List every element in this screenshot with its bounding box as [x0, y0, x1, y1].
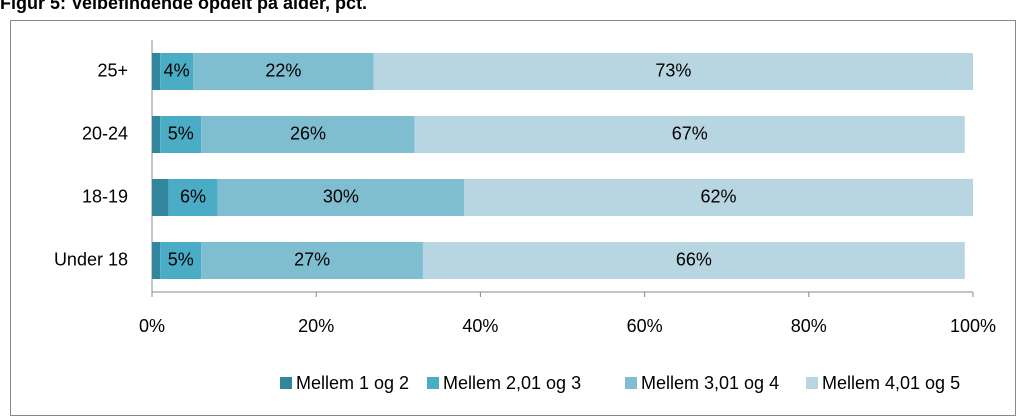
bar-segment: [152, 53, 161, 90]
data-label: 73%: [655, 60, 691, 80]
data-label: 30%: [323, 186, 359, 206]
data-label: 62%: [700, 186, 736, 206]
data-label: 27%: [294, 249, 330, 269]
legend-label: Mellem 2,01 og 3: [443, 373, 581, 393]
bar-segment: [152, 242, 161, 279]
y-tick-label: 18-19: [82, 186, 128, 206]
bar-segment: [160, 242, 202, 279]
bar-segment: [422, 242, 965, 279]
legend-label: Mellem 1 og 2: [296, 373, 409, 393]
data-label: 66%: [676, 249, 712, 269]
y-tick-label: Under 18: [54, 249, 128, 269]
bar-segment: [373, 53, 973, 90]
bar-segment: [168, 179, 218, 216]
bar-segment: [160, 53, 194, 90]
legend-swatch: [625, 377, 637, 389]
bar-segment: [193, 53, 374, 90]
legend-swatch: [806, 377, 818, 389]
data-label: 5%: [168, 123, 194, 143]
legend-swatch: [280, 377, 292, 389]
x-tick-label: 60%: [627, 316, 663, 336]
legend-label: Mellem 3,01 og 4: [641, 373, 779, 393]
bar-segment: [463, 179, 973, 216]
x-tick-label: 100%: [950, 316, 996, 336]
bar-segment: [152, 116, 161, 153]
bar-segment: [217, 179, 464, 216]
data-label: 4%: [164, 60, 190, 80]
legend-label: Mellem 4,01 og 5: [822, 373, 960, 393]
legend-swatch: [427, 377, 439, 389]
bar-segment: [201, 116, 415, 153]
x-tick-label: 0%: [139, 316, 165, 336]
y-tick-label: 25+: [97, 60, 128, 80]
chart-title: Figur 5: Velbefindende opdelt på alder, …: [0, 0, 367, 13]
bar-segment: [414, 116, 965, 153]
data-label: 5%: [168, 249, 194, 269]
bar-segment: [201, 242, 423, 279]
data-label: 26%: [290, 123, 326, 143]
data-label: 22%: [265, 60, 301, 80]
data-label: 6%: [180, 186, 206, 206]
y-tick-label: 20-24: [82, 123, 128, 143]
bar-segment: [152, 179, 169, 216]
x-tick-label: 40%: [462, 316, 498, 336]
x-tick-label: 80%: [791, 316, 827, 336]
x-tick-label: 20%: [298, 316, 334, 336]
data-label: 67%: [672, 123, 708, 143]
bar-segment: [160, 116, 202, 153]
